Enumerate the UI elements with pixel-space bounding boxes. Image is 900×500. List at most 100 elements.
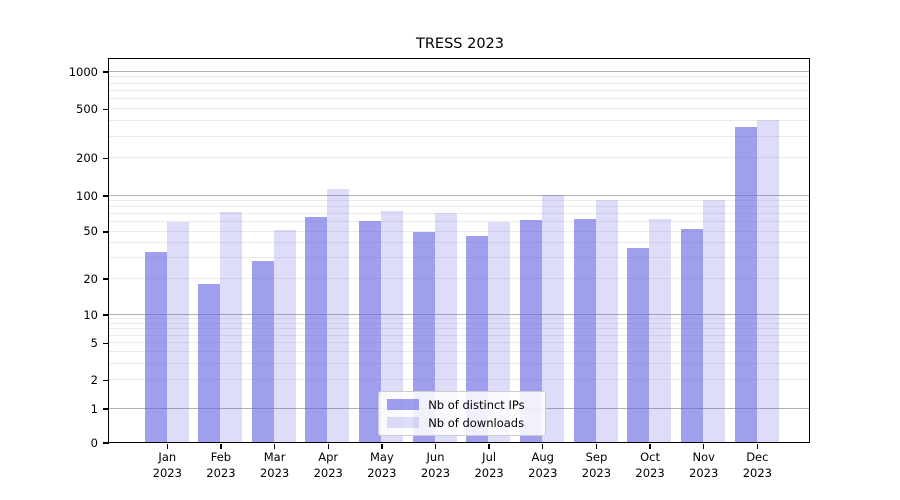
y-tick-label-1000: 1000 [68, 64, 98, 79]
x-tick-label-oct: Oct 2023 [618, 450, 682, 481]
bar-downloads-aug [541, 195, 564, 443]
bar-distinct-ips-dec [734, 127, 757, 443]
y-tick-mark [103, 408, 109, 410]
gridline-minor [109, 82, 810, 84]
x-tick-label-apr: Apr 2023 [296, 450, 360, 481]
x-tick-label-nov: Nov 2023 [672, 450, 736, 481]
gridline-minor [109, 221, 810, 223]
x-label-year: 2023 [635, 465, 665, 480]
x-tick-mark [649, 444, 651, 449]
y-tick-mark [103, 380, 109, 382]
x-label-month: Nov [692, 450, 715, 464]
y-tick-label-5: 5 [90, 335, 98, 350]
bar-downloads-jan [166, 221, 189, 443]
x-tick-label-jun: Jun 2023 [404, 450, 468, 481]
bar-distinct-ips-jul [466, 236, 489, 443]
x-label-month: Dec [746, 450, 769, 464]
x-tick-label-aug: Aug 2023 [511, 450, 575, 481]
gridline-minor [109, 351, 810, 353]
x-tick-mark [166, 444, 168, 449]
bar-distinct-ips-jan [144, 252, 167, 443]
legend-item-distinct-ips: Nb of distinct IPs [387, 397, 537, 412]
gridline-minor [109, 256, 810, 258]
y-tick-label-0: 0 [90, 435, 98, 450]
y-tick-mark [103, 342, 109, 344]
x-tick-mark [488, 444, 490, 449]
x-tick-mark [381, 444, 383, 449]
bar-distinct-ips-nov [680, 228, 703, 443]
gridline-minor [109, 341, 810, 343]
y-tick-label-20: 20 [83, 271, 98, 286]
y-tick-label-200: 200 [76, 151, 98, 166]
x-tick-label-jan: Jan 2023 [135, 450, 199, 481]
bar-distinct-ips-sep [573, 219, 596, 443]
bar-downloads-dec [756, 120, 779, 443]
legend-item-downloads: Nb of downloads [387, 415, 537, 430]
gridline-minor [109, 206, 810, 208]
bar-downloads-oct [649, 219, 672, 443]
x-label-year: 2023 [420, 465, 451, 480]
gridline-minor [109, 108, 810, 110]
x-label-month: Jan [158, 450, 177, 464]
legend: Nb of distinct IPs Nb of downloads [378, 391, 547, 437]
y-tick-mark [103, 71, 109, 73]
x-label-year: 2023 [259, 465, 290, 480]
x-tick-mark [434, 444, 437, 449]
x-label-month: Aug [531, 450, 554, 464]
x-label-year: 2023 [689, 465, 719, 480]
x-tick-label-mar: Mar 2023 [243, 450, 307, 481]
x-label-year: 2023 [367, 465, 397, 480]
x-label-year: 2023 [474, 465, 504, 480]
gridline-minor [109, 379, 810, 381]
bar-downloads-feb [220, 212, 243, 443]
gridline-major [109, 194, 810, 196]
bar-downloads-apr [327, 188, 350, 443]
bar-distinct-ips-aug [519, 219, 542, 443]
x-tick-mark [273, 444, 276, 449]
y-tick-label-100: 100 [76, 188, 98, 203]
bar-distinct-ips-apr [305, 216, 328, 443]
gridline-minor [109, 328, 810, 330]
gridline-minor [109, 213, 810, 215]
gridline-minor [109, 89, 810, 91]
y-tick-mark [103, 314, 109, 316]
x-label-month: Jun [426, 450, 445, 464]
y-tick-label-500: 500 [76, 101, 98, 116]
chart-title: TRESS 2023 [415, 36, 504, 52]
x-tick-mark [327, 444, 329, 449]
bar-distinct-ips-may [359, 220, 382, 443]
x-label-year: 2023 [742, 465, 772, 480]
x-tick-label-dec: Dec 2023 [725, 450, 789, 481]
y-tick-label-1: 1 [90, 401, 98, 416]
legend-label-downloads: Nb of downloads [428, 415, 525, 430]
x-tick-mark [542, 444, 544, 449]
x-label-year: 2023 [581, 465, 612, 480]
legend-swatch-distinct-ips [387, 399, 420, 411]
gridline-minor [109, 334, 810, 336]
gridline-minor [109, 135, 810, 137]
gridline-minor [109, 318, 810, 319]
x-label-month: Mar [263, 450, 286, 464]
x-tick-mark [703, 444, 705, 449]
y-tick-mark [103, 442, 109, 444]
gridline-minor [109, 322, 810, 324]
bar-downloads-nov [702, 200, 725, 443]
bar-downloads-mar [273, 230, 296, 443]
y-tick-mark [103, 278, 109, 280]
gridline-minor [109, 98, 810, 100]
x-tick-label-jul: Jul 2023 [457, 450, 521, 481]
bar-downloads-jul [488, 221, 511, 443]
x-tick-mark [220, 444, 222, 449]
gridline-minor [109, 242, 810, 244]
legend-label-distinct-ips: Nb of distinct IPs [428, 397, 525, 412]
gridline-minor [109, 362, 810, 364]
bar-distinct-ips-jun [412, 232, 435, 443]
x-label-year: 2023 [313, 465, 343, 480]
y-tick-label-10: 10 [83, 307, 98, 322]
x-label-month: Jul [482, 450, 497, 464]
x-tick-mark [595, 444, 598, 449]
gridline-minor [109, 76, 810, 78]
gridline-minor [109, 157, 810, 159]
y-tick-mark [103, 195, 109, 197]
